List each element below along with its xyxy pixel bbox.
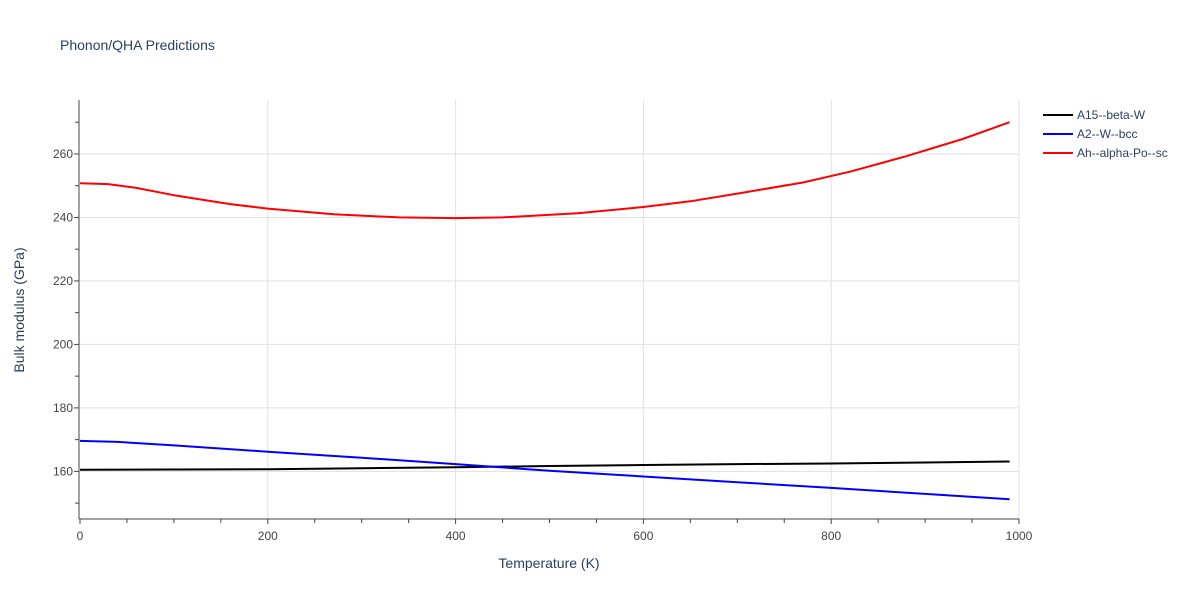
x-tick-label: 600 xyxy=(633,529,653,543)
legend-item-2[interactable]: A2--W--bcc xyxy=(1043,127,1137,141)
x-tick-label: 0 xyxy=(77,529,84,543)
chart-title: Phonon/QHA Predictions xyxy=(60,37,215,53)
y-tick-label: 220 xyxy=(53,274,73,288)
y-tick-label: 180 xyxy=(53,401,73,415)
gridlines xyxy=(80,100,1020,519)
x-tick-label: 800 xyxy=(821,529,841,543)
y-tick-label: 160 xyxy=(53,464,73,478)
x-tick-label: 200 xyxy=(258,529,278,543)
y-axis-title: Bulk modulus (GPa) xyxy=(11,247,27,372)
legend-label: A15--beta-W xyxy=(1077,108,1146,122)
legend-label: Ah--alpha-Po--sc xyxy=(1077,146,1168,160)
legend-item-3[interactable]: Ah--alpha-Po--sc xyxy=(1043,146,1168,160)
y-tick-label: 240 xyxy=(53,210,73,224)
series-line-1[interactable] xyxy=(79,460,1010,471)
x-axis-title: Temperature (K) xyxy=(498,555,599,571)
y-tick-label: 200 xyxy=(53,337,73,351)
legend-label: A2--W--bcc xyxy=(1077,127,1137,141)
axes: 0 200 400 600 800 1000 160 180 200 220 240 260 xyxy=(53,100,1033,543)
legend[interactable]: A15--beta-W A2--W--bcc Ah--alpha-Po--sc xyxy=(1043,108,1168,160)
legend-item-1[interactable]: A15--beta-W xyxy=(1043,108,1146,122)
series-group xyxy=(79,121,1010,501)
x-tick-label: 400 xyxy=(446,529,466,543)
x-tick-label: 1000 xyxy=(1006,529,1033,543)
series-line-3[interactable] xyxy=(79,121,1010,220)
series-line-2[interactable] xyxy=(79,439,1010,501)
y-tick-label: 260 xyxy=(53,147,73,161)
